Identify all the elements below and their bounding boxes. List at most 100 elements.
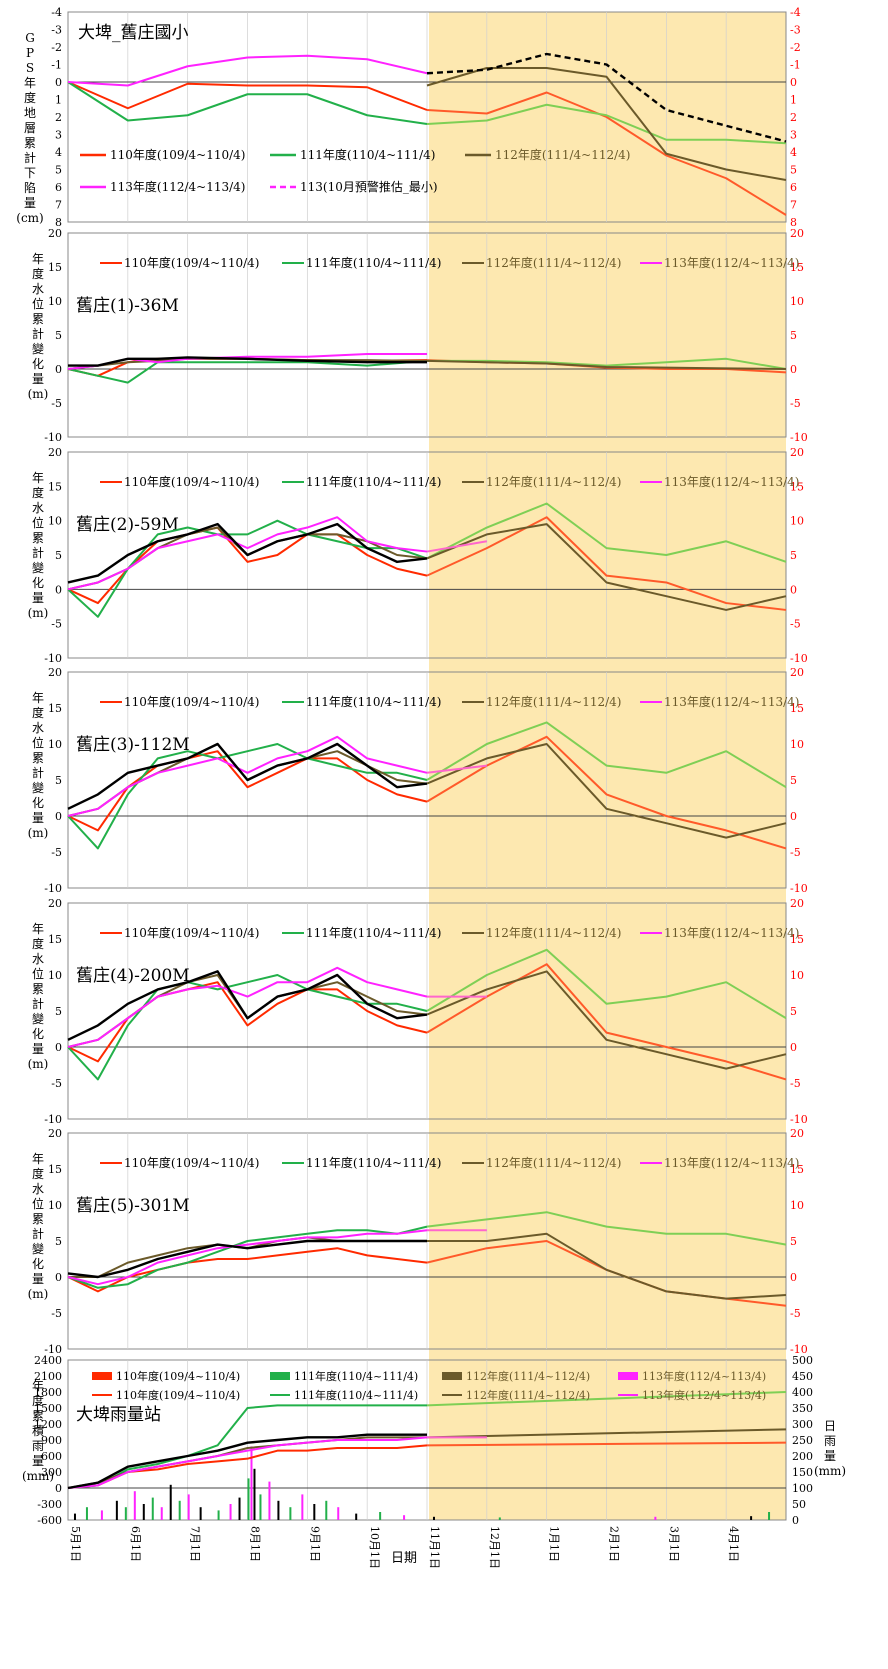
- daily-rain-bar: [301, 1494, 304, 1520]
- legend-label: 110年度(109/4~110/4): [124, 694, 260, 709]
- y-tick-label: 0: [55, 76, 62, 89]
- legend-label: 112年度(111/4~112/4): [486, 1155, 622, 1170]
- legend-label: 111年度(110/4~111/4): [294, 1388, 418, 1402]
- y-axis-label-char: 累: [32, 312, 44, 326]
- series-line-forecast: [426, 1428, 787, 1439]
- x-tick-label: 2月1日: [608, 1526, 621, 1562]
- y-tick-label: 15: [48, 1163, 62, 1176]
- y-axis-label-char: 雨: [32, 1439, 44, 1453]
- y-tick-label: 0: [55, 810, 62, 823]
- series-line-forecast: [426, 721, 787, 789]
- daily-rain-bar: [169, 1484, 172, 1520]
- y-tick-label: 15: [48, 933, 62, 946]
- y2-tick-label: 5: [790, 1235, 797, 1248]
- series-line: [67, 743, 428, 850]
- y-axis-label-char: 積: [32, 1423, 44, 1438]
- y2-tick-label: 150: [792, 1466, 813, 1479]
- daily-rain-bar: [133, 1491, 136, 1520]
- y-tick-label: 5: [55, 774, 62, 787]
- y-axis-label-char: 度: [32, 1393, 44, 1408]
- series-line-forecast: [426, 359, 787, 370]
- y2-tick-label: 4: [790, 146, 797, 159]
- daily-rain-bar: [768, 1512, 771, 1520]
- legend-label: 112年度(111/4~112/4): [466, 1388, 590, 1402]
- y-tick-label: -4: [51, 6, 62, 19]
- daily-rain-bar: [337, 1507, 340, 1520]
- y-axis-label-char: (mm): [22, 1469, 54, 1483]
- y-tick-label: 3: [55, 129, 62, 142]
- daily-rain-bar: [151, 1497, 154, 1520]
- series-line-forecast: [426, 1391, 787, 1407]
- y-tick-label: -10: [44, 431, 62, 444]
- daily-rain-bar: [379, 1512, 382, 1520]
- y2-tick-label: 20: [790, 227, 804, 240]
- y-tick-label: 0: [55, 1041, 62, 1054]
- y-axis-label-char: 位: [32, 515, 44, 530]
- y2-tick-label: 0: [790, 583, 797, 596]
- legend-label: 112年度(111/4~112/4): [486, 474, 622, 489]
- daily-rain-bar: [142, 1504, 145, 1520]
- y-axis-label-char: 位: [32, 296, 44, 311]
- y-axis-label-char: 計: [32, 996, 44, 1011]
- y2-tick-label: 0: [792, 1514, 799, 1527]
- y-tick-label: 20: [48, 666, 62, 679]
- legend-label: 112年度(111/4~112/4): [486, 925, 622, 940]
- x-tick-label: 11月1日: [428, 1526, 441, 1569]
- y-axis-label-char: 位: [32, 735, 44, 750]
- y-tick-label: 600: [41, 1450, 62, 1463]
- y-axis-label-char: 量: [32, 372, 44, 386]
- series-line: [67, 81, 428, 111]
- y-axis-label-char: 化: [32, 576, 44, 590]
- y2-tick-label: 20: [790, 446, 804, 459]
- legend-swatch: [618, 1372, 638, 1380]
- daily-rain-bar: [115, 1500, 118, 1520]
- y-tick-label: -2: [51, 41, 62, 54]
- legend-label: 110年度(109/4~110/4): [124, 474, 260, 489]
- daily-rain-bar: [247, 1478, 250, 1520]
- y2-tick-label: 10: [790, 295, 804, 308]
- x-tick-label: 10月1日: [368, 1526, 381, 1569]
- y2-tick-label: 6: [790, 181, 797, 194]
- panel-title: 舊庄(1)-36M: [76, 296, 179, 316]
- y-axis-label-char: 陷: [24, 180, 36, 195]
- y-axis-label-char: 計: [32, 1226, 44, 1241]
- legend-label: 110年度(109/4~110/4): [116, 1388, 240, 1402]
- series-line-forecast: [427, 357, 787, 370]
- y2-tick-label: 7: [790, 199, 797, 212]
- y-axis-label-char: 計: [32, 326, 44, 341]
- y-axis-label-char: 計: [32, 765, 44, 780]
- y-axis-label-char: 化: [32, 796, 44, 810]
- y-tick-label: 1800: [34, 1386, 62, 1399]
- legend-label: 111年度(110/4~111/4): [306, 1155, 442, 1170]
- legend-label: 110年度(109/4~110/4): [124, 925, 260, 940]
- x-tick-label: 7月1日: [189, 1526, 202, 1562]
- y-axis-label-char: 累: [32, 531, 44, 545]
- x-tick-label: 8月1日: [249, 1526, 262, 1562]
- series-line: [67, 1239, 427, 1279]
- y2-tick-label: 10: [790, 969, 804, 982]
- y-tick-label: 2100: [34, 1370, 62, 1383]
- daily-rain-bar: [187, 1494, 190, 1520]
- daily-rain-bar: [498, 1517, 501, 1520]
- y-axis-label-char: 變: [32, 780, 44, 795]
- y-axis-label-char: 位: [32, 966, 44, 981]
- y2-tick-label: 5: [790, 164, 797, 177]
- y2-tick-label: 20: [790, 1127, 804, 1140]
- daily-rain-bar: [178, 1500, 181, 1520]
- y2-tick-label: 1: [790, 94, 797, 107]
- series-line: [68, 356, 427, 367]
- legend-label: 113年度(112/4~113/4): [664, 925, 800, 940]
- series-line-forecast: [426, 540, 488, 553]
- legend-label: 111年度(110/4~111/4): [306, 694, 442, 709]
- y-tick-label: 15: [48, 702, 62, 715]
- y-tick-label: 5: [55, 1235, 62, 1248]
- daily-rain-bar: [199, 1507, 202, 1520]
- x-tick-label: 12月1日: [488, 1526, 501, 1569]
- y-tick-label: -5: [51, 618, 62, 631]
- y2-tick-label: 0: [790, 363, 797, 376]
- panel-title: 舊庄(5)-301M: [76, 1196, 190, 1216]
